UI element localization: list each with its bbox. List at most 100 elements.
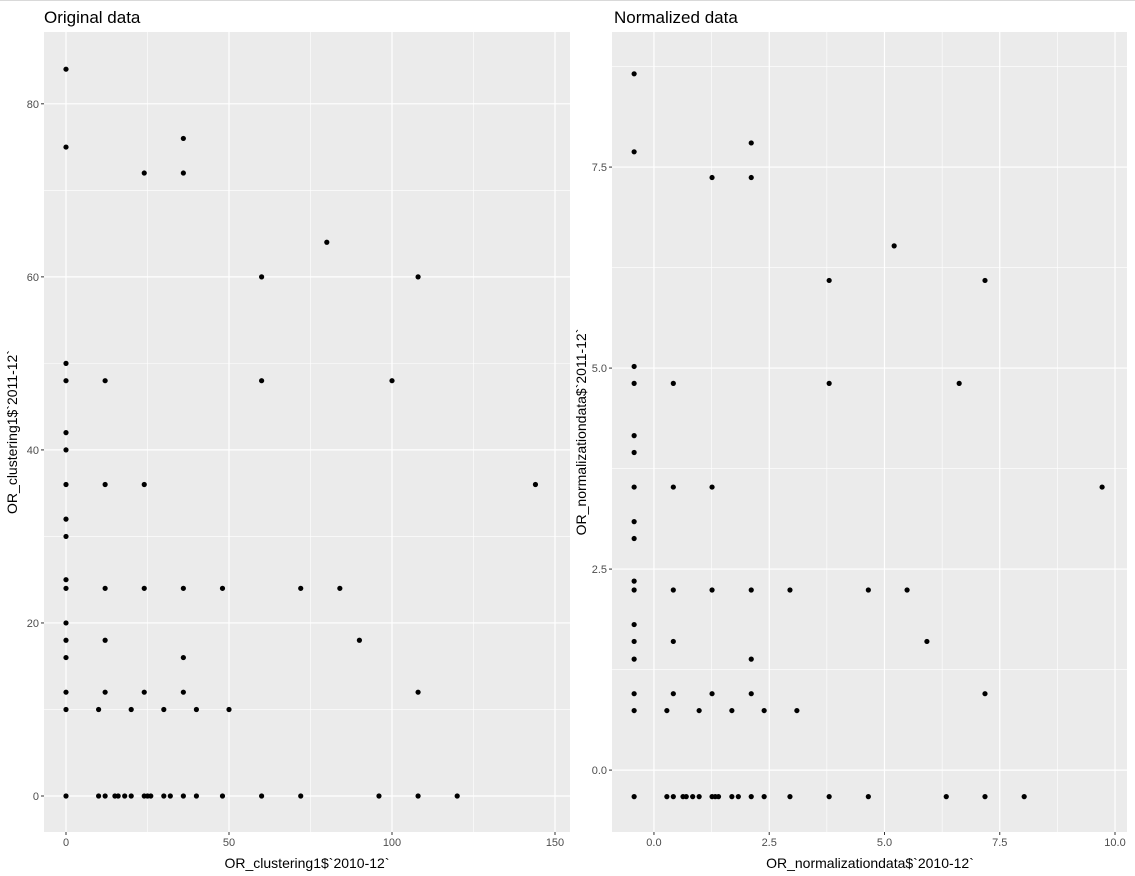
right-data-point [904, 587, 910, 593]
right-y-tick-label: 0.0 [592, 765, 607, 777]
right-data-point [631, 449, 637, 456]
left-data-point [115, 793, 121, 799]
right-data-point [631, 363, 637, 370]
left-x-tick-label: 100 [383, 837, 401, 849]
right-data-point [748, 587, 754, 593]
right-x-tick-label: 10.0 [1104, 837, 1125, 849]
right-data-point [670, 484, 676, 490]
left-data-point [415, 689, 421, 695]
left-data-point [122, 793, 128, 799]
right-data-point [683, 794, 689, 800]
left-data-point [180, 793, 186, 799]
left-data-point [180, 585, 186, 591]
left-data-point [193, 706, 200, 713]
left-data-point [180, 654, 186, 661]
left-y-tick-label: 20 [27, 618, 39, 630]
right-data-point [709, 587, 715, 593]
right-x-tick-label: 2.5 [762, 837, 777, 849]
right-y-tick-label: 7.5 [592, 162, 607, 174]
left-data-point [415, 274, 421, 280]
left-data-point [102, 689, 108, 695]
right-plot-panel [612, 32, 1127, 832]
right-data-point [748, 691, 754, 697]
right-plot-title: Normalized data [614, 8, 738, 27]
right-data-point [631, 433, 637, 439]
left-data-point [298, 585, 304, 591]
left-data-point [193, 793, 200, 799]
left-data-point [141, 481, 147, 488]
right-data-point [748, 140, 754, 146]
left-data-point [63, 706, 69, 713]
right-data-point [943, 794, 949, 800]
right-data-point [696, 794, 702, 800]
right-data-point [761, 794, 767, 800]
left-data-point [96, 706, 102, 713]
left-data-point [389, 378, 395, 384]
right-y-tick-label: 2.5 [592, 564, 607, 576]
left-x-tick-label: 150 [546, 837, 564, 849]
left-data-point [180, 689, 186, 695]
right-data-point [664, 794, 670, 800]
right-x-tick-label: 0.0 [646, 837, 661, 849]
right-data-point [631, 638, 637, 645]
left-data-point [63, 66, 69, 72]
left-data-point [141, 689, 147, 695]
right-data-point [982, 794, 988, 800]
left-x-tick-label: 50 [223, 837, 235, 849]
right-data-point [729, 794, 735, 800]
right-data-point [748, 174, 754, 181]
right-data-point [787, 587, 793, 593]
left-data-point [102, 793, 108, 799]
right-data-point [787, 794, 793, 800]
left-data-point [102, 637, 108, 643]
right-data-point [631, 380, 637, 386]
right-data-point [631, 519, 637, 525]
left-data-point [259, 274, 265, 280]
right-x-tick-label: 7.5 [992, 837, 1007, 849]
left-data-point [63, 447, 69, 453]
left-plot-title: Original data [44, 8, 141, 27]
right-data-point [709, 691, 715, 697]
right-data-point [715, 794, 722, 800]
right-data-point [631, 621, 637, 628]
right-data-point [891, 243, 897, 249]
left-data-point [259, 793, 265, 799]
left-data-point [415, 793, 421, 799]
right-data-point [865, 587, 871, 593]
left-data-point [63, 481, 69, 488]
left-data-point [102, 378, 108, 384]
left-data-point [180, 135, 186, 142]
left-data-point [63, 637, 69, 643]
right-data-point [1099, 484, 1105, 490]
right-data-point [826, 277, 832, 284]
right-data-point [982, 277, 988, 284]
right-data-point [664, 707, 670, 714]
right-data-point [631, 484, 637, 490]
right-data-point [729, 707, 735, 714]
left-data-point [161, 706, 167, 713]
left-data-point [96, 793, 102, 799]
left-data-point [63, 793, 69, 799]
left-y-tick-label: 60 [27, 272, 39, 284]
left-data-point [63, 585, 69, 591]
left-y-tick-label: 80 [27, 99, 39, 111]
right-data-point [982, 691, 988, 697]
left-data-point [128, 793, 134, 799]
right-data-point [865, 794, 871, 800]
right-x-axis-label: OR_normalizationdata$`2010-12` [766, 855, 974, 871]
left-data-point [141, 585, 147, 591]
right-data-point [709, 484, 715, 490]
right-y-tick-label: 5.0 [592, 363, 607, 375]
left-data-point [356, 637, 363, 643]
right-data-point [696, 707, 702, 714]
right-data-point [631, 691, 637, 697]
left-data-point [63, 378, 69, 384]
right-x-tick-label: 5.0 [877, 837, 892, 849]
right-data-point [631, 707, 637, 714]
left-data-point [141, 170, 147, 176]
left-data-point [454, 793, 460, 799]
left-data-point [63, 654, 69, 661]
left-data-point [63, 144, 69, 150]
left-data-point [180, 170, 186, 176]
